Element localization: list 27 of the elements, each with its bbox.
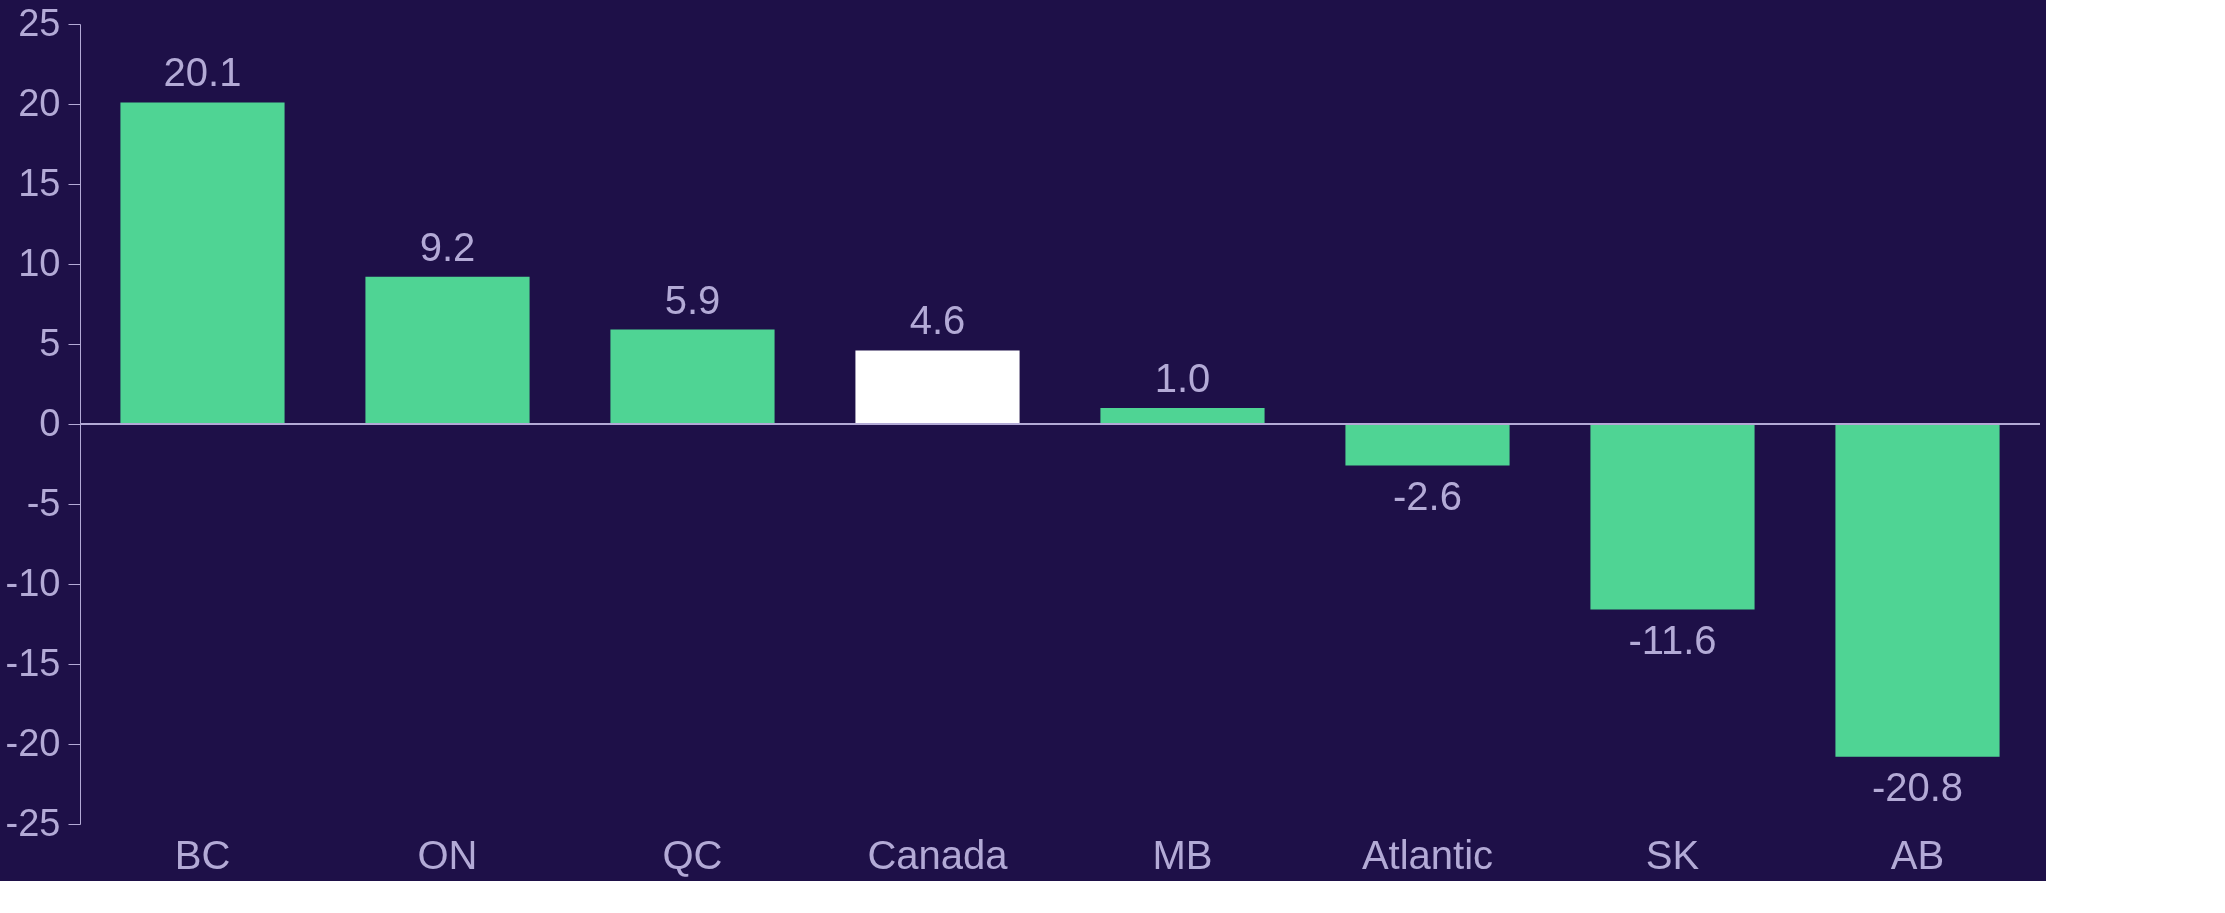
x-tick-label: Atlantic <box>1361 832 1494 877</box>
x-tick-label: BC <box>174 832 231 877</box>
x-tick-label: MB <box>1152 832 1213 877</box>
y-tick-label: 20 <box>18 81 61 124</box>
y-tick-label: -5 <box>26 481 61 524</box>
data-label: 5.9 <box>664 277 721 322</box>
y-tick-label: 25 <box>18 1 61 44</box>
x-tick-label: ON <box>417 832 478 877</box>
data-label: 20.1 <box>163 50 242 95</box>
data-label: -11.6 <box>1628 617 1717 662</box>
data-label: 1.0 <box>1154 356 1211 400</box>
y-tick-label: 10 <box>18 241 61 284</box>
data-label: -2.6 <box>1393 473 1462 518</box>
y-tick-label: -20 <box>5 721 61 764</box>
data-label: 4.6 <box>909 298 966 343</box>
y-tick-label: -25 <box>5 801 61 844</box>
x-tick-label: Canada <box>867 832 1009 877</box>
x-tick-label: SK <box>1645 832 1700 877</box>
data-label: -20.8 <box>1871 764 1964 809</box>
x-tick-label: AB <box>1890 832 1945 877</box>
y-tick-label: 5 <box>39 321 61 364</box>
x-tick-label: QC <box>662 832 723 877</box>
y-tick-label: -15 <box>5 641 61 684</box>
y-tick-label: 0 <box>39 401 61 444</box>
data-label: 9.2 <box>419 224 476 269</box>
y-tick-label: -10 <box>5 561 61 604</box>
y-tick-label: 15 <box>18 161 61 204</box>
